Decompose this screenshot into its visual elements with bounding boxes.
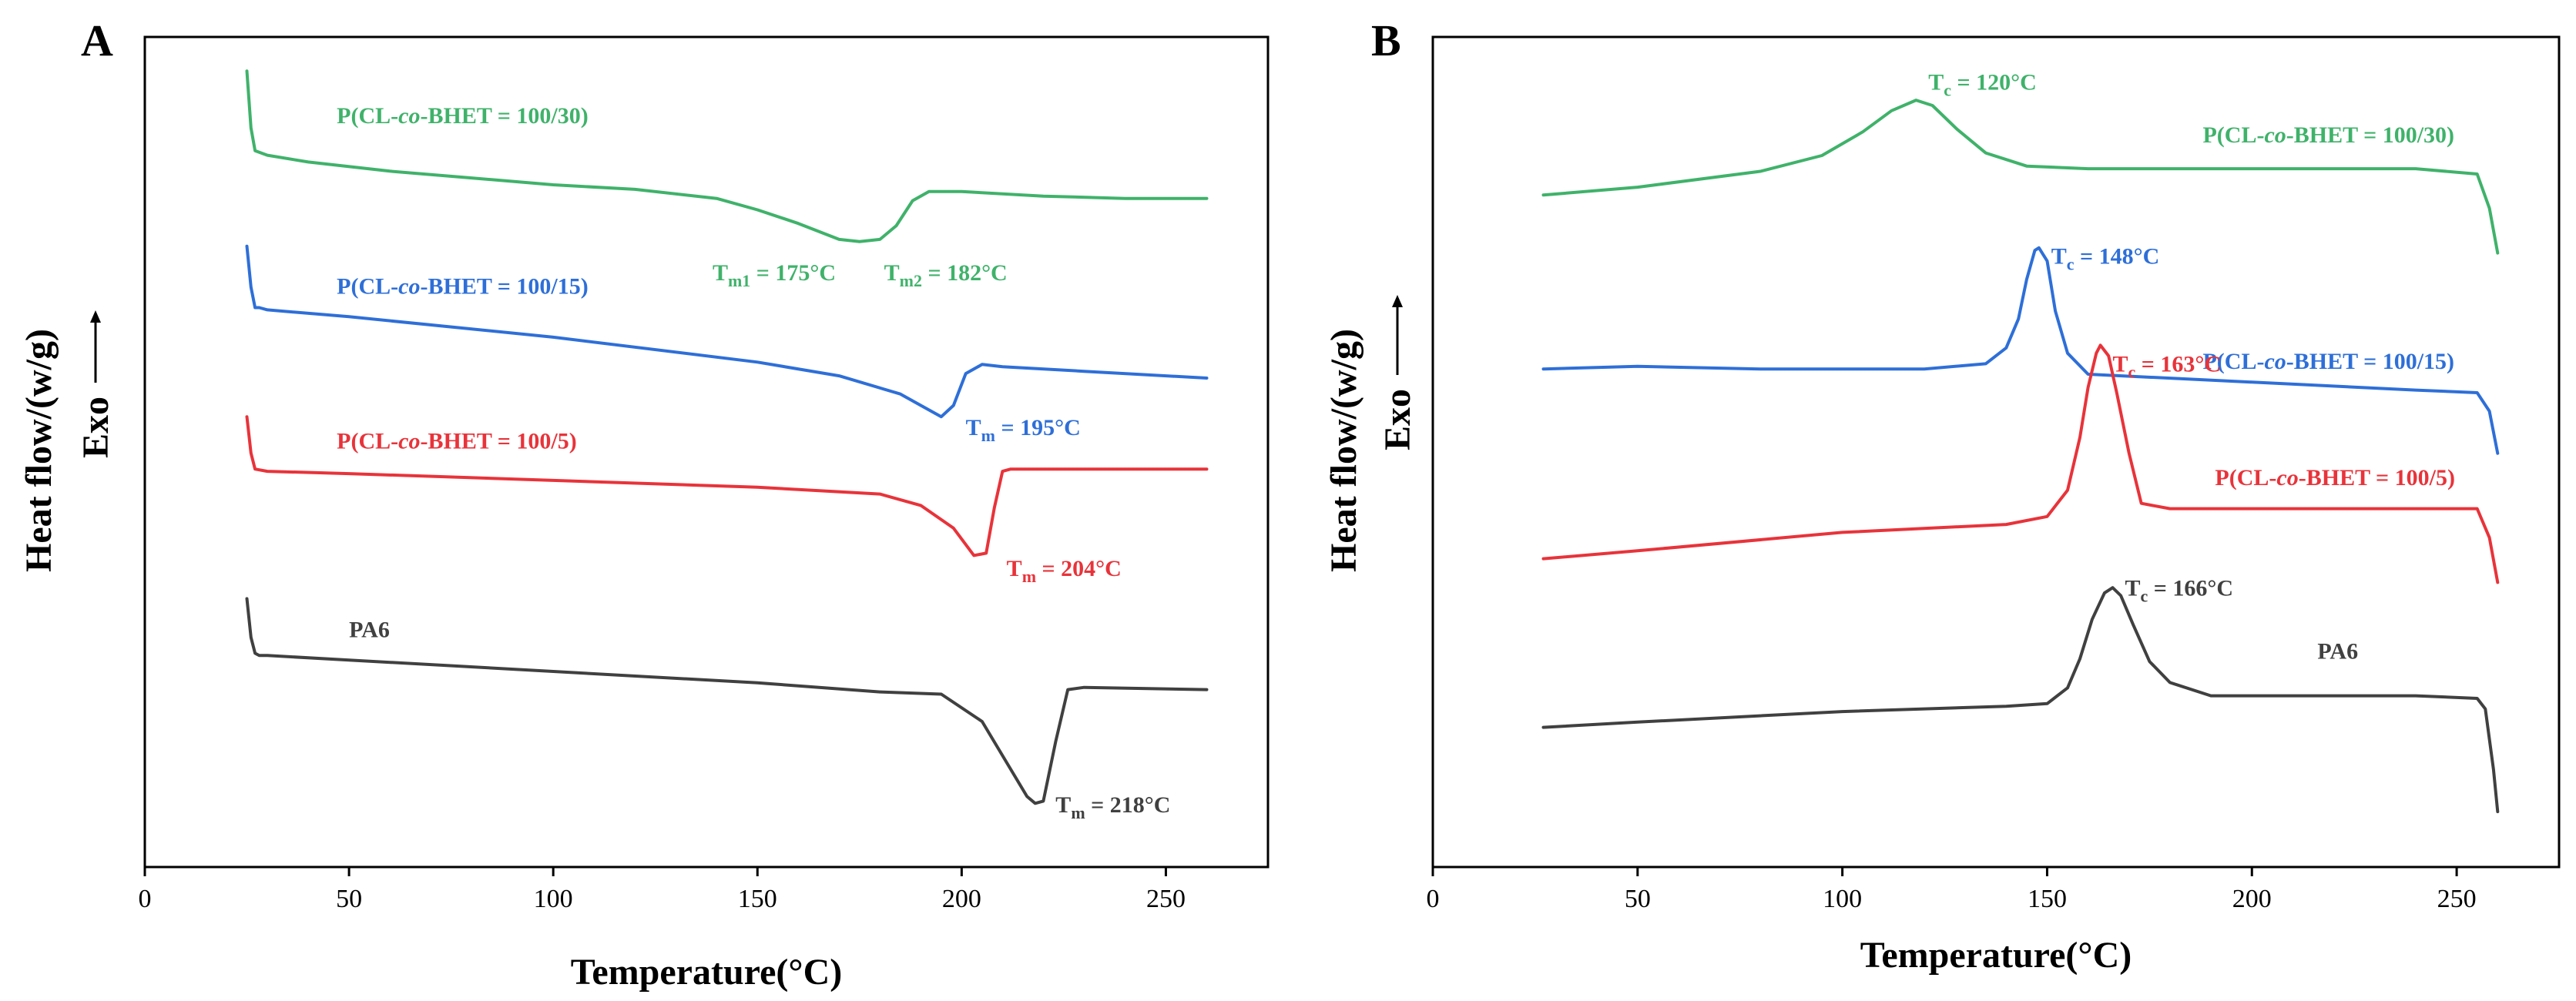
x-tick-label-a-50: 50	[336, 885, 362, 913]
series-group-a	[245, 69, 1209, 805]
annotation-a-8: Tm = 218°C	[1055, 792, 1170, 822]
annotation-a-7: PA6	[349, 618, 390, 643]
x-tick-label-a-100: 100	[534, 885, 573, 913]
annotation-b-0: Tc = 120°C	[1928, 69, 2037, 99]
annotation-b-3: P(CL-co-BHET = 100/15)	[2202, 349, 2454, 374]
series-line-a-pa6	[245, 597, 1209, 805]
annotation-a-0: P(CL-co-BHET = 100/30)	[337, 103, 589, 129]
y-axis-title-b: Heat flow/(w/g)	[1323, 329, 1364, 572]
exo-indicator-a: Exo	[75, 310, 116, 458]
annotations-a: P(CL-co-BHET = 100/30) Tm1 = 175°C Tm2 = 1…	[337, 103, 1170, 822]
series-line-b-p-cl-co-bhet-100-15	[1541, 246, 2500, 455]
x-tick-label-b-250: 250	[2437, 885, 2477, 913]
exo-label-b: Exo	[1377, 389, 1418, 450]
x-tick-label-a-250: 250	[1146, 885, 1186, 913]
series-line-b-pa6	[1541, 586, 2500, 814]
panel-letter-a: A	[81, 15, 113, 65]
series-line-a-p-cl-co-bhet-100-30	[245, 69, 1209, 243]
plot-frame-a	[143, 35, 1270, 869]
exo-indicator-b: Exo	[1377, 295, 1418, 450]
annotations-b: Tc = 120°C P(CL-co-BHET = 100/30) Tc = 148…	[1928, 69, 2455, 664]
annotation-a-2: Tm2 = 182°C	[884, 260, 1008, 290]
x-tick-label-b-200: 200	[2232, 885, 2272, 913]
panel-letter-b: B	[1371, 15, 1401, 65]
panel-a: A 0 50 100 150 200 250 P(CL-co-BHET = 100/30)…	[18, 15, 1270, 993]
exo-label-a: Exo	[75, 397, 116, 458]
x-tick-label-b-0: 0	[1427, 885, 1440, 913]
annotation-b-5: P(CL-co-BHET = 100/5)	[2215, 465, 2455, 490]
annotation-a-5: P(CL-co-BHET = 100/5)	[337, 429, 577, 454]
x-tick-label-a-0: 0	[139, 885, 152, 913]
x-ticks-a: 0 50 100 150 200 250	[139, 867, 1186, 913]
exo-arrow-head-a	[90, 310, 101, 323]
annotation-a-3: P(CL-co-BHET = 100/15)	[337, 274, 589, 300]
x-tick-label-b-50: 50	[1625, 885, 1651, 913]
series-group-b	[1541, 99, 2500, 814]
series-line-a-p-cl-co-bhet-100-15	[245, 244, 1209, 419]
annotation-b-6: Tc = 166°C	[2125, 576, 2233, 606]
x-tick-label-b-100: 100	[1823, 885, 1862, 913]
series-line-a-p-cl-co-bhet-100-5	[245, 415, 1209, 557]
annotation-b-1: P(CL-co-BHET = 100/30)	[2202, 122, 2454, 148]
x-axis-title-a: Temperature(°C)	[571, 952, 842, 993]
series-line-b-p-cl-co-bhet-100-5	[1541, 343, 2500, 584]
x-tick-label-b-150: 150	[2028, 885, 2067, 913]
panel-b: B 0 50 100 150 200 250 Tc = 120°C P(CL-co-BHET…	[1323, 15, 2561, 976]
x-tick-label-a-200: 200	[942, 885, 981, 913]
y-axis-title-text-b: Heat flow/(w/g)	[1323, 329, 1364, 572]
exo-arrow-head-b	[1392, 295, 1403, 307]
annotation-b-2: Tc = 148°C	[2051, 243, 2160, 273]
plot-frame-b	[1431, 35, 2561, 869]
annotation-a-1: Tm1 = 175°C	[713, 260, 836, 290]
annotation-b-7: PA6	[2317, 639, 2358, 665]
annotation-a-4: Tm = 195°C	[966, 415, 1081, 445]
annotation-b-4: Tc = 163°C	[2113, 352, 2222, 382]
x-tick-label-a-150: 150	[738, 885, 777, 913]
x-axis-title-b: Temperature(°C)	[1860, 935, 2132, 976]
y-axis-title-text-a: Heat flow/(w/g)	[18, 329, 59, 572]
y-axis-title-a: Heat flow/(w/g)	[18, 329, 59, 572]
series-line-b-p-cl-co-bhet-100-30	[1541, 99, 2500, 255]
annotation-a-6: Tm = 204°C	[1007, 556, 1122, 586]
x-ticks-b: 0 50 100 150 200 250	[1427, 867, 2477, 913]
